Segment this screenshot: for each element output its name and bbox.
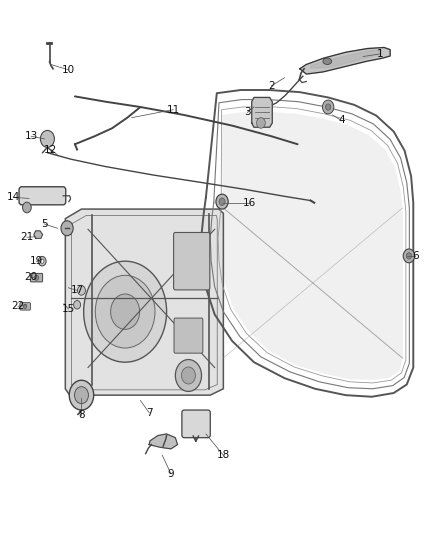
Polygon shape bbox=[65, 209, 223, 395]
Circle shape bbox=[111, 294, 140, 329]
FancyBboxPatch shape bbox=[30, 273, 42, 282]
FancyBboxPatch shape bbox=[182, 410, 210, 438]
Circle shape bbox=[95, 276, 155, 348]
Circle shape bbox=[406, 253, 412, 259]
Text: 20: 20 bbox=[24, 272, 37, 282]
Circle shape bbox=[74, 301, 81, 309]
Circle shape bbox=[403, 249, 415, 263]
Ellipse shape bbox=[323, 58, 332, 64]
Polygon shape bbox=[300, 47, 390, 74]
Text: 15: 15 bbox=[62, 304, 75, 314]
Circle shape bbox=[22, 202, 31, 213]
Polygon shape bbox=[222, 112, 403, 379]
Polygon shape bbox=[252, 98, 272, 127]
FancyBboxPatch shape bbox=[173, 232, 210, 290]
Circle shape bbox=[84, 261, 166, 362]
Circle shape bbox=[40, 259, 44, 263]
Text: 16: 16 bbox=[243, 198, 256, 208]
Polygon shape bbox=[311, 50, 381, 68]
Text: 4: 4 bbox=[338, 115, 345, 125]
Text: 22: 22 bbox=[11, 301, 25, 311]
Text: 17: 17 bbox=[71, 286, 84, 295]
Text: 8: 8 bbox=[78, 410, 85, 421]
Circle shape bbox=[181, 367, 195, 384]
Text: 7: 7 bbox=[146, 408, 152, 418]
Text: 14: 14 bbox=[7, 192, 21, 203]
Text: 3: 3 bbox=[244, 107, 251, 117]
Polygon shape bbox=[34, 231, 42, 238]
Circle shape bbox=[40, 131, 54, 148]
Circle shape bbox=[322, 100, 334, 114]
Text: 12: 12 bbox=[44, 144, 57, 155]
FancyBboxPatch shape bbox=[19, 187, 66, 205]
Text: 1: 1 bbox=[377, 49, 384, 59]
FancyBboxPatch shape bbox=[20, 303, 30, 310]
Circle shape bbox=[325, 104, 331, 110]
Circle shape bbox=[38, 256, 46, 266]
FancyBboxPatch shape bbox=[174, 318, 203, 353]
Circle shape bbox=[78, 286, 85, 295]
Circle shape bbox=[23, 304, 27, 309]
Circle shape bbox=[34, 275, 39, 280]
Circle shape bbox=[74, 386, 88, 403]
Text: 11: 11 bbox=[166, 104, 180, 115]
Text: 9: 9 bbox=[168, 469, 174, 479]
Text: 13: 13 bbox=[25, 131, 38, 141]
Circle shape bbox=[69, 380, 94, 410]
Circle shape bbox=[175, 360, 201, 391]
Circle shape bbox=[216, 194, 228, 209]
Text: 5: 5 bbox=[41, 219, 48, 229]
Circle shape bbox=[219, 198, 225, 205]
Circle shape bbox=[61, 221, 73, 236]
Text: 10: 10 bbox=[62, 65, 75, 75]
Text: 6: 6 bbox=[412, 251, 419, 261]
Text: 19: 19 bbox=[30, 256, 43, 266]
Text: 2: 2 bbox=[268, 81, 275, 91]
Circle shape bbox=[257, 118, 265, 128]
Text: 21: 21 bbox=[20, 232, 34, 243]
Polygon shape bbox=[149, 434, 177, 449]
Text: 18: 18 bbox=[217, 450, 230, 460]
